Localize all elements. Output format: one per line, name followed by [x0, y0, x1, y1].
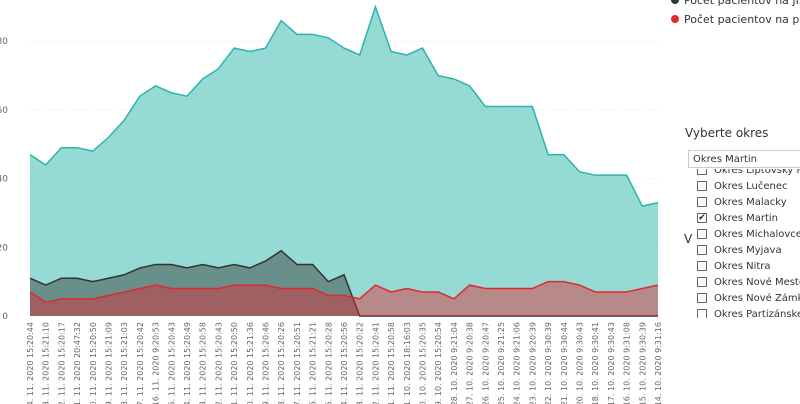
- checkbox[interactable]: [697, 169, 707, 175]
- x-tick-label: 2. 11. 2020 15:20:41: [371, 322, 380, 404]
- legend-marker: [671, 0, 679, 4]
- x-tick-label: 21. 10. 2020 9:30:44: [560, 322, 569, 404]
- checkbox[interactable]: [697, 309, 707, 318]
- slicer-item-label: Okres Lučenec: [714, 180, 788, 192]
- slicer-item[interactable]: Okres Partizánske: [697, 306, 800, 318]
- x-tick-label: 16. 11. 2020 9:20:53: [152, 322, 161, 404]
- x-tick-label: 1. 11. 2020 15:20:58: [387, 322, 396, 404]
- x-tick-label: 31. 10. 2020 18:16:03: [403, 322, 412, 404]
- line: [29, 4, 659, 207]
- checkbox[interactable]: [697, 229, 707, 239]
- slicer-item-label: Okres Myjava: [714, 244, 782, 256]
- x-tick-label: 25. 10. 2020 9:21:25: [497, 322, 506, 404]
- checkbox[interactable]: [697, 277, 707, 287]
- area: [30, 281, 658, 316]
- x-tick-label: 23. 11. 2020 15:21:10: [42, 322, 51, 404]
- x-tick-label: 7. 11. 2020 15:20:51: [293, 322, 302, 404]
- checkbox[interactable]: ✔: [697, 213, 707, 223]
- x-tick-label: 17. 10. 2020 9:30:43: [607, 322, 616, 404]
- x-tick-label: 9. 11. 2020 15:20:46: [262, 322, 271, 404]
- x-tick-label: 5. 11. 2020 15:20:28: [324, 322, 333, 404]
- slicer-item-label: Okres Partizánske: [714, 308, 800, 319]
- x-tick-label: 21. 11. 2020 20:47:32: [73, 322, 82, 404]
- legend-label: Počet pacientov na pľúc: [684, 13, 800, 26]
- x-tick-label: 24. 10. 2020 9:21:06: [513, 322, 522, 404]
- x-tick-label: 23. 10. 2020 9:20:39: [528, 322, 537, 404]
- slicer-item[interactable]: ✔ Okres Martin: [697, 210, 778, 226]
- x-tick-label: 22. 10. 2020 9:30:39: [544, 322, 553, 404]
- x-tick-label: 22. 11. 2020 15:20:17: [57, 322, 66, 404]
- checkbox[interactable]: [697, 245, 707, 255]
- slicer-list: Okres Liptovský Mi... Okres Lučenec Okres …: [688, 169, 800, 318]
- slicer-item-label: Okres Nové Mesto: [714, 276, 800, 288]
- line: [29, 280, 659, 304]
- x-tick-label: 20. 11. 2020 15:20:50: [89, 322, 98, 404]
- slicer-item-label: Okres Malacky: [714, 196, 787, 208]
- slicer-item-label: Okres Michalovce: [714, 228, 800, 240]
- slicer-item-label: Okres Nové Zámky: [714, 292, 800, 304]
- x-tick-label: 26. 10. 2020 9:20:47: [481, 322, 490, 404]
- slicer-item[interactable]: Okres Nitra: [697, 258, 771, 274]
- slicer-title: Vyberte okres: [685, 126, 769, 140]
- x-tick-label: 18. 11. 2020 15:21:03: [120, 322, 129, 404]
- checkbox[interactable]: [697, 181, 707, 191]
- x-tick-label: 17. 11. 2020 15:20:42: [136, 322, 145, 404]
- x-tick-label: 15. 10. 2020 9:30:39: [638, 322, 647, 404]
- y-tick-label: 60: [0, 106, 8, 116]
- legend: Počet pacientov na JIS. Počet pacientov n…: [671, 0, 800, 26]
- slicer-item[interactable]: Okres Myjava: [697, 242, 782, 258]
- checkbox[interactable]: [697, 293, 707, 303]
- x-tick-label: 14. 11. 2020 15:20:49: [183, 322, 192, 404]
- x-tick-label: 11. 11. 2020 15:20:50: [230, 322, 239, 404]
- slicer-item[interactable]: Okres Michalovce: [697, 226, 800, 242]
- partial-label: V: [684, 232, 693, 246]
- y-tick-label: 40: [0, 175, 8, 185]
- x-tick-label: 19. 11. 2020 15:21:09: [105, 322, 114, 404]
- slicer-item[interactable]: Okres Lučenec: [697, 178, 787, 194]
- search-box[interactable]: Okres Martin: [688, 150, 800, 168]
- area: [30, 6, 658, 316]
- x-tick-label: 27. 10. 2020 9:20:38: [466, 322, 475, 404]
- legend-label: Počet pacientov na JIS.: [684, 0, 800, 7]
- area: [30, 250, 658, 316]
- slicer-item[interactable]: Okres Nové Mesto: [697, 274, 800, 290]
- x-tick-label: 14. 10. 2020 9:31:16: [654, 322, 663, 404]
- x-tick-label: 24. 11. 2020 15:20:44: [26, 322, 35, 404]
- checkbox[interactable]: [697, 197, 707, 207]
- slicer-item-label: Okres Martin: [714, 212, 778, 224]
- x-tick-label: 16. 10. 2020 9:31:08: [623, 322, 632, 404]
- y-tick-label: 0: [2, 312, 8, 322]
- x-tick-label: 3. 11. 2020 15:20:22: [356, 322, 365, 404]
- line: [29, 249, 658, 317]
- slicer-item[interactable]: Okres Malacky: [697, 194, 787, 210]
- x-tick-label: 28. 10. 2020 9:21:04: [450, 322, 459, 404]
- chart: 0 20 40 60 80 24. 11. 2020 15:20:44 23. 11. 20…: [0, 4, 663, 404]
- x-tick-label: 29. 10. 2020 15:20:54: [434, 322, 443, 404]
- x-tick-label: 13. 11. 2020 15:20:58: [199, 322, 208, 404]
- x-tick-label: 8. 11. 2020 15:20:26: [277, 322, 286, 404]
- slicer-item-label: Okres Liptovský Mi...: [714, 169, 800, 176]
- x-tick-label: 6. 11. 2020 15:21:21: [309, 322, 318, 404]
- x-tick-label: 12. 11. 2020 15:20:43: [214, 322, 223, 404]
- x-tick-label: 15. 11. 2020 15:20:43: [167, 322, 176, 404]
- slicer-item[interactable]: Okres Liptovský Mi...: [697, 169, 800, 178]
- x-tick-label: 30. 10. 2020 15:20:35: [419, 322, 428, 404]
- x-tick-label: 4. 11. 2020 15:20:56: [340, 322, 349, 404]
- slicer-item[interactable]: Okres Nové Zámky: [697, 290, 800, 306]
- x-tick-label: 18. 10. 2020 9:30:41: [591, 322, 600, 404]
- slicer-item-label: Okres Nitra: [714, 260, 771, 272]
- x-tick-label: 20. 10. 2020 9:30:43: [576, 322, 585, 404]
- legend-marker: [671, 15, 679, 23]
- y-tick-label: 20: [0, 243, 8, 253]
- checkbox[interactable]: [697, 261, 707, 271]
- x-tick-label: 10. 11. 2020 15:21:36: [246, 322, 255, 404]
- y-tick-label: 80: [0, 37, 8, 47]
